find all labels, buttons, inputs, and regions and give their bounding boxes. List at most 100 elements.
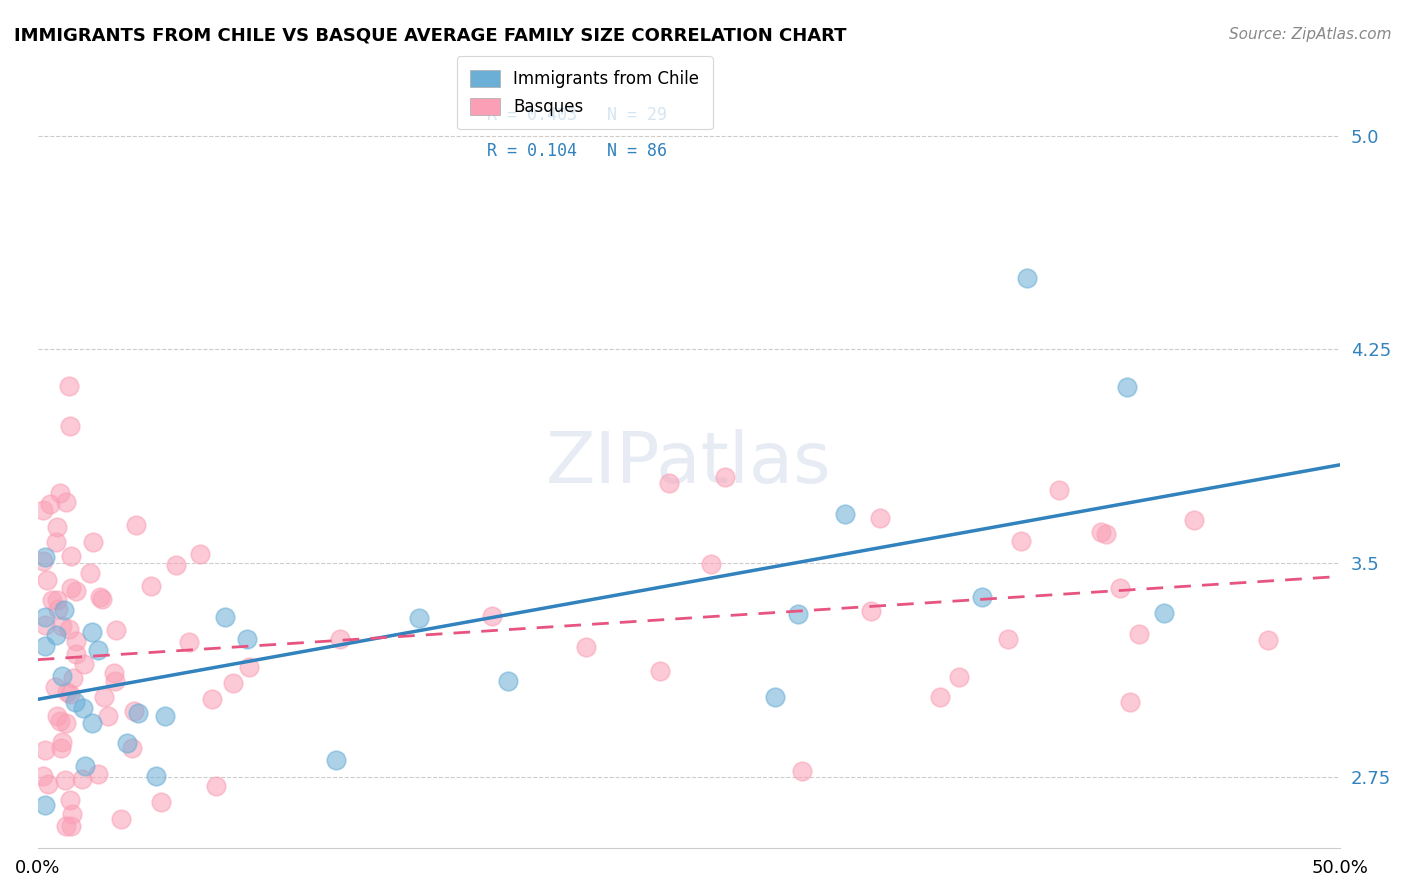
Point (238, 660, 260, 674)
Point (79, 566, 101, 580)
Point (153, 709, 176, 723)
Point (55, 773, 77, 788)
Point (53, 602, 76, 616)
Text: IMMIGRANTS FROM CHILE VS BASQUE AVERAGE FAMILY SIZE CORRELATION CHART: IMMIGRANTS FROM CHILE VS BASQUE AVERAGE … (14, 27, 846, 45)
Point (45, 593, 67, 607)
Point (115, 736, 138, 750)
Point (34, 798, 56, 813)
Point (714, 470, 737, 484)
Point (51, 740, 73, 755)
Point (1017, 271, 1039, 285)
Point (763, 690, 786, 705)
Point (787, 607, 810, 622)
Point (1109, 581, 1132, 595)
Point (1119, 695, 1142, 709)
Point (34, 639, 56, 653)
Point (59, 793, 82, 807)
Point (59, 418, 82, 433)
Point (496, 674, 519, 689)
Point (51, 668, 73, 682)
Point (1095, 527, 1118, 541)
Point (91, 591, 114, 606)
Text: R = 0.104   N = 86: R = 0.104 N = 86 (486, 142, 666, 160)
Point (188, 547, 211, 561)
Point (859, 604, 882, 618)
Point (1090, 524, 1112, 539)
Point (650, 664, 672, 678)
Point (51, 618, 73, 632)
Point (928, 690, 950, 704)
Point (1010, 533, 1032, 548)
Point (55, 819, 77, 833)
Point (46, 602, 69, 616)
Point (34, 617, 56, 632)
Point (177, 634, 200, 648)
Point (1128, 626, 1150, 640)
Point (1257, 633, 1279, 648)
Point (65, 634, 87, 648)
Point (110, 812, 132, 826)
Point (408, 610, 430, 624)
Point (59, 819, 82, 833)
Point (62, 671, 84, 685)
Point (80, 624, 103, 639)
Point (1047, 483, 1070, 497)
Point (65, 648, 87, 662)
Point (575, 640, 598, 654)
Point (44, 680, 66, 694)
Text: ZIPatlas: ZIPatlas (546, 429, 831, 498)
Point (72, 701, 94, 715)
Point (38, 497, 60, 511)
Point (32, 503, 55, 517)
Point (165, 558, 187, 572)
Point (65, 584, 87, 599)
Point (49, 486, 72, 500)
Point (329, 632, 352, 646)
Point (32, 554, 55, 568)
Point (37, 573, 59, 587)
Point (59, 687, 82, 701)
Point (45, 535, 67, 549)
Point (80, 715, 103, 730)
Point (51, 735, 73, 749)
Point (46, 709, 69, 723)
Point (869, 510, 891, 524)
Point (127, 706, 149, 720)
Point (48, 714, 70, 729)
Point (948, 670, 970, 684)
Point (222, 675, 245, 690)
Point (121, 741, 143, 756)
Point (93, 690, 115, 705)
Point (86, 766, 108, 780)
Point (63, 695, 86, 709)
Text: R = 0.403   N = 29: R = 0.403 N = 29 (486, 105, 666, 124)
Point (60, 549, 83, 564)
Point (104, 674, 127, 689)
Point (105, 623, 128, 637)
Point (87, 642, 110, 657)
Point (122, 704, 145, 718)
Point (204, 779, 226, 793)
Point (55, 685, 77, 699)
Point (89, 590, 111, 604)
Point (834, 507, 856, 521)
Point (214, 610, 236, 624)
Point (45, 628, 67, 642)
Point (103, 666, 125, 681)
Point (32, 768, 55, 782)
Point (658, 475, 681, 490)
Point (55, 716, 77, 731)
Point (699, 558, 721, 572)
Point (34, 610, 56, 624)
Point (58, 623, 80, 637)
Point (1182, 513, 1205, 527)
Point (34, 549, 56, 564)
Point (141, 579, 163, 593)
Point (145, 769, 167, 783)
Point (73, 759, 96, 773)
Point (45, 520, 67, 534)
Legend: Immigrants from Chile, Basques: Immigrants from Chile, Basques (457, 56, 713, 129)
Point (997, 632, 1019, 646)
Point (1115, 380, 1137, 394)
Point (201, 692, 224, 706)
